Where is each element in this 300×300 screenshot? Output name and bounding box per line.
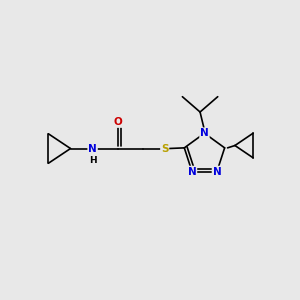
- Text: S: S: [161, 143, 169, 154]
- Text: O: O: [113, 117, 122, 127]
- Text: N: N: [213, 167, 221, 177]
- Text: N: N: [188, 167, 196, 177]
- Text: N: N: [88, 143, 97, 154]
- Text: H: H: [89, 156, 96, 165]
- Text: N: N: [200, 128, 209, 138]
